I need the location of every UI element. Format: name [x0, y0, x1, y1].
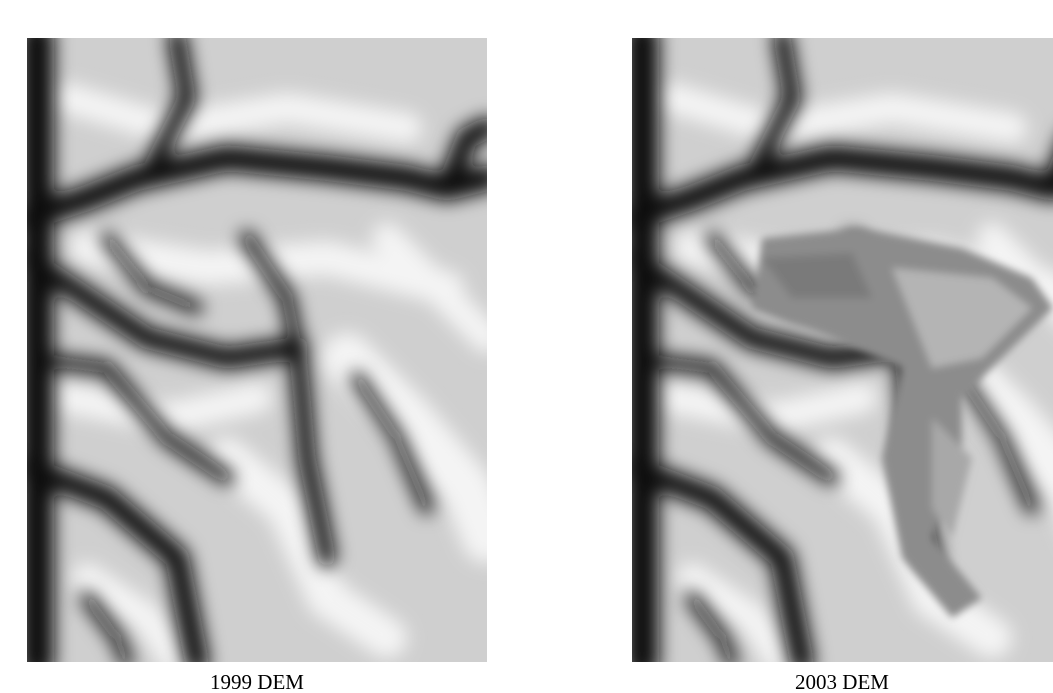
dem-1999	[27, 38, 487, 662]
figure: 1999 DEM 2003 DEM	[0, 0, 1053, 693]
page: 1999 DEM 2003 DEM (() => { const data = …	[0, 0, 1053, 693]
caption: 2003 DEM	[795, 670, 889, 693]
dem-2003	[632, 38, 1053, 662]
caption: 1999 DEM	[210, 670, 304, 693]
